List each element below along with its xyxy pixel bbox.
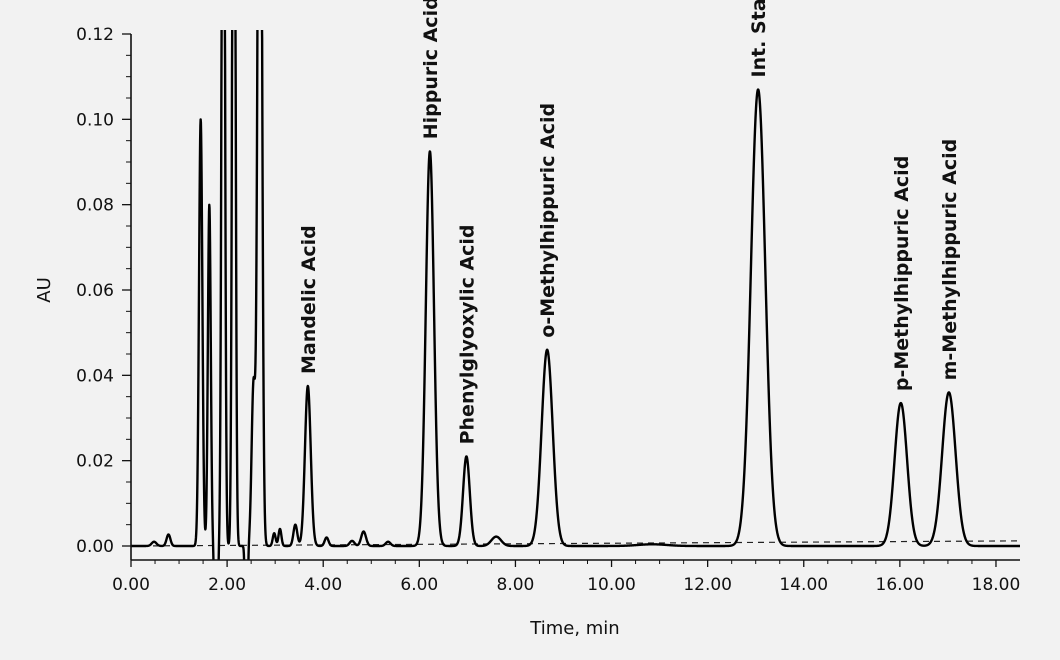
x-tick-label: 6.00 [400,575,438,595]
peak-label: Mandelic Acid [298,225,320,374]
peak-label: o-Methylhippuric Acid [537,103,559,338]
plot-frame [130,34,1020,561]
x-tick-label: 4.00 [304,575,342,595]
y-tick-label: 0.00 [76,537,114,557]
x-tick-label: 8.00 [497,575,535,595]
x-tick-label: 18.00 [972,575,1021,595]
x-tick-label: 16.00 [876,575,925,595]
y-tick-label: 0.10 [76,110,114,130]
x-tick-label: 10.00 [587,575,636,595]
peak-label: m-Methylhippuric Acid [939,139,961,381]
peak-labels: Mandelic Acid Hippuric Acid Phenylglyoxyli… [298,0,961,444]
x-tick-label: 14.00 [779,575,828,595]
chromatogram-trace [131,30,1020,560]
baseline-dashed [131,540,1020,547]
x-tick-label: 2.00 [208,575,246,595]
y-tick-label: 0.04 [76,366,114,386]
y-tick-label: 0.12 [76,25,114,45]
peak-label: Hippuric Acid [420,0,442,139]
x-axis-title: Time, min [529,618,619,639]
y-axis-title: AU [34,277,55,303]
peak-label: Int. Standard [748,0,770,78]
y-tick-label: 0.06 [76,281,114,301]
x-tick-label: 12.00 [683,575,732,595]
x-tick-label: 0.00 [112,575,150,595]
axis-ticks: 0.00 2.00 4.00 6.00 8.00 10.00 12.00 14.00 16.00… [76,25,1020,595]
peak-label: p-Methylhippuric Acid [891,156,913,391]
y-tick-label: 0.08 [76,196,114,216]
y-tick-label: 0.02 [76,452,114,472]
peak-label: Phenylglyoxylic Acid [456,224,478,444]
